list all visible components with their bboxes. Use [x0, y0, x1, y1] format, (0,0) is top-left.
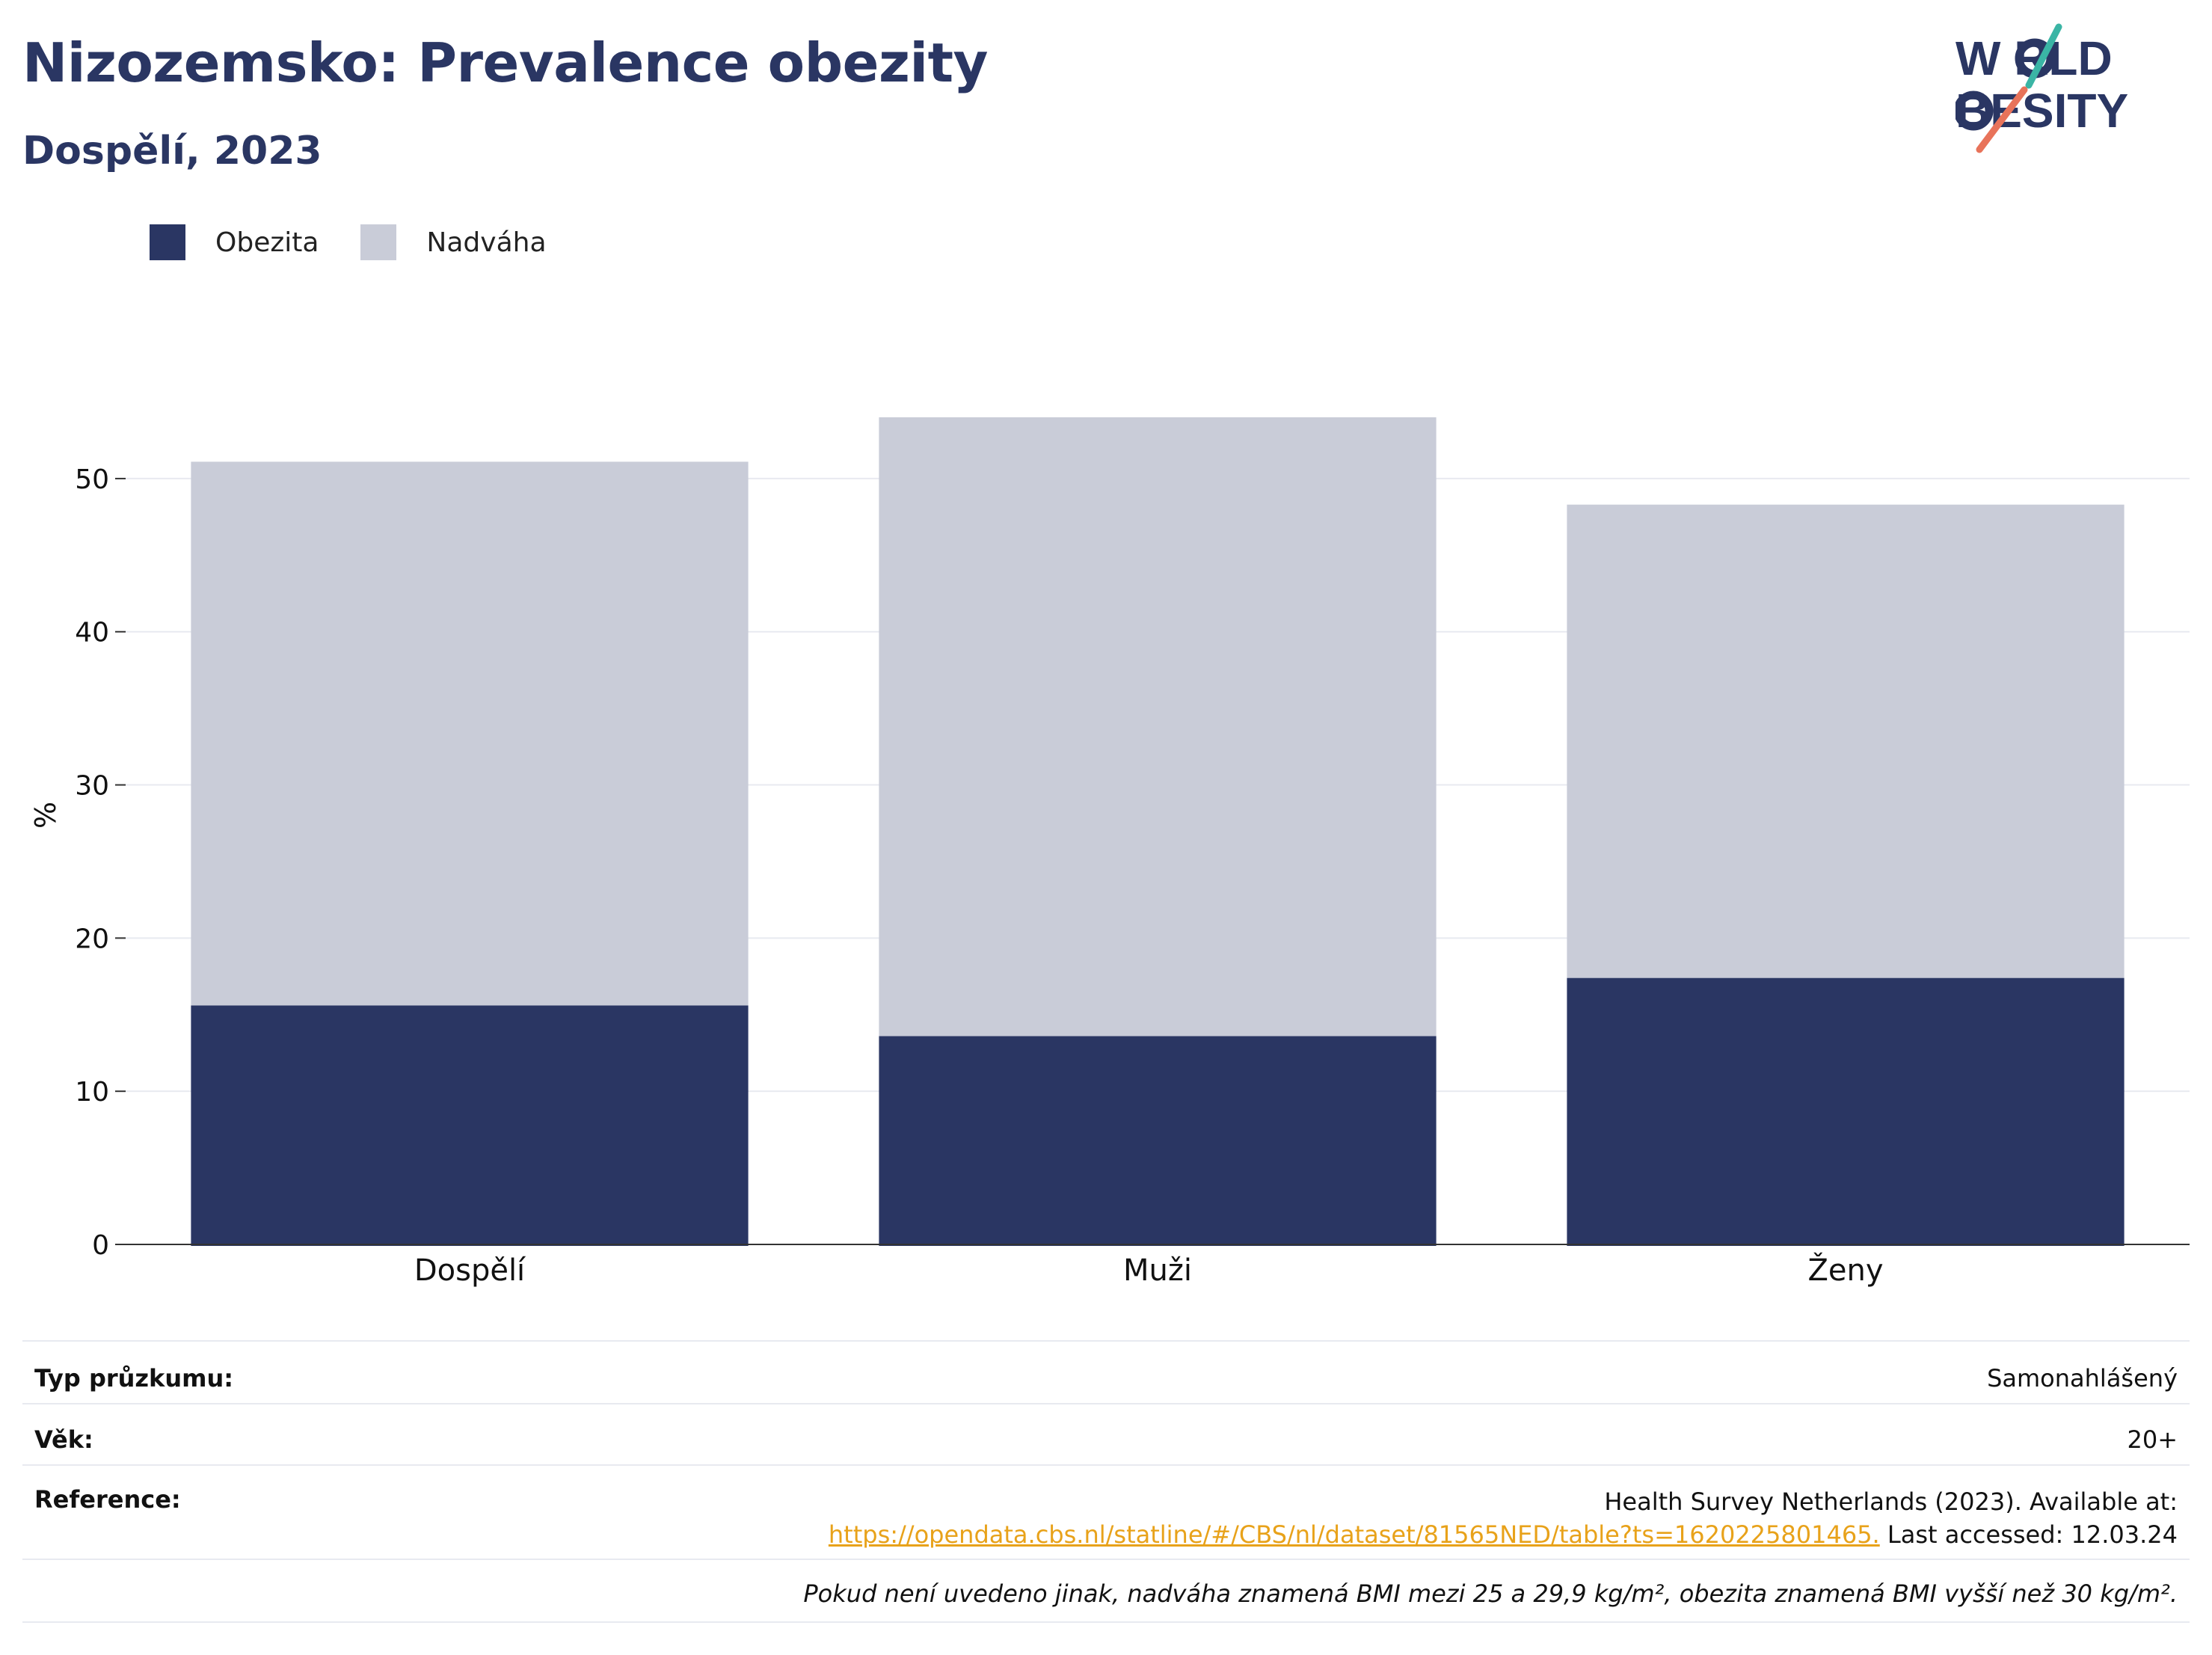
- bar-obesity[interactable]: [191, 1005, 749, 1246]
- definition-note: Pokud není uvedeno jinak, nadváha znamen…: [803, 1579, 2178, 1608]
- legend-item-obesity[interactable]: Obezita: [150, 224, 319, 260]
- info-divider: [22, 1340, 2190, 1342]
- y-tick-label: 10: [75, 1077, 109, 1108]
- logo-line2: BESITY: [1956, 84, 2128, 138]
- logo-o-letter: [1956, 90, 1994, 131]
- reference-link[interactable]: https://opendata.cbs.nl/statline/#/CBS/n…: [828, 1520, 1880, 1549]
- y-tick-label: 40: [75, 618, 109, 648]
- legend-item-overweight[interactable]: Nadváha: [360, 224, 547, 260]
- x-tick-label: Muži: [1123, 1253, 1192, 1288]
- info-divider: [22, 1403, 2190, 1404]
- logo-teal-slash: [2025, 23, 2062, 89]
- reference-accessed: Last accessed: 12.03.24: [1879, 1520, 2178, 1549]
- info-divider: [22, 1464, 2190, 1466]
- survey-type-label: Typ průzkumu:: [34, 1364, 234, 1393]
- bar-obesity[interactable]: [879, 1036, 1437, 1246]
- page-subtitle: Dospělí, 2023: [22, 129, 322, 174]
- x-tick-label: Dospělí: [414, 1253, 526, 1288]
- logo-coral-slash: [1976, 86, 2028, 153]
- info-divider: [22, 1621, 2190, 1623]
- info-divider: [22, 1559, 2190, 1560]
- chart-legend: Obezita Nadváha: [150, 223, 589, 262]
- y-tick-label: 0: [92, 1230, 109, 1261]
- bar-overweight[interactable]: [879, 417, 1437, 1037]
- legend-label: Obezita: [215, 227, 319, 258]
- age-value: 20+: [2127, 1425, 2178, 1454]
- reference-label: Reference:: [34, 1485, 181, 1514]
- y-tick-label: 30: [75, 771, 109, 802]
- bar-overweight[interactable]: [1567, 504, 2125, 978]
- legend-swatch-obesity: [150, 224, 185, 260]
- bar-obesity[interactable]: [1567, 977, 2125, 1246]
- legend-label: Nadváha: [426, 227, 547, 258]
- world-obesity-logo: W RLD BESITY: [1956, 23, 2128, 153]
- survey-type-value: Samonahlášený: [1987, 1364, 2178, 1393]
- stacked-bar-chart: 0 10 20 30 40 50 Dospělí Muži Ženy %: [29, 417, 2190, 1288]
- y-tick-label: 20: [75, 924, 109, 954]
- x-tick-label: Ženy: [1807, 1252, 1883, 1288]
- age-label: Věk:: [34, 1425, 93, 1454]
- page-title: Nizozemsko: Prevalence obezity: [22, 31, 988, 94]
- reference-value: Health Survey Netherlands (2023). Availa…: [829, 1485, 2178, 1551]
- legend-swatch-overweight: [360, 224, 397, 260]
- y-axis-label: %: [29, 802, 62, 829]
- y-tick-label: 50: [75, 464, 109, 495]
- bar-overweight[interactable]: [191, 461, 749, 1006]
- reference-text: Health Survey Netherlands (2023). Availa…: [1604, 1487, 2178, 1516]
